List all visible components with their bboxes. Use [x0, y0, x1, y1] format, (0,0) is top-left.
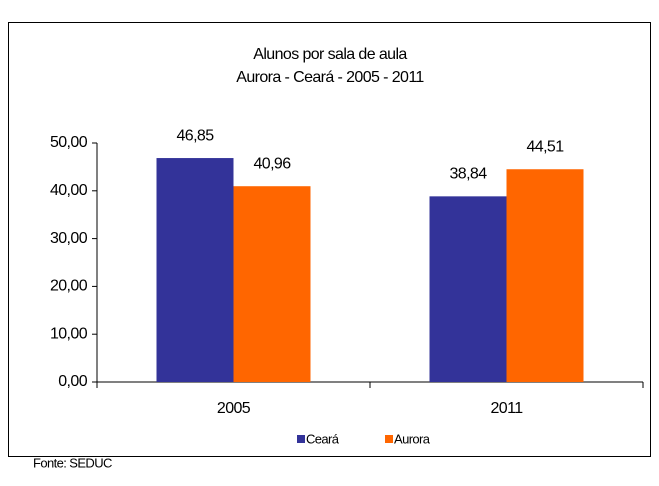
source-note: Fonte: SEDUC [33, 455, 112, 470]
value-label: 38,84 [449, 166, 487, 183]
value-label: 46,85 [176, 127, 214, 144]
chart-title: Alunos por sala de aula [253, 46, 407, 63]
legend-label: Ceará [306, 431, 340, 446]
legend-swatch [385, 435, 393, 443]
y-tick-label: 20,00 [50, 278, 88, 295]
y-tick-label: 50,00 [50, 134, 88, 151]
chart-subtitle: Aurora - Ceará - 2005 - 2011 [236, 69, 424, 86]
legend-label: Aurora [394, 431, 431, 446]
y-tick-label: 40,00 [50, 182, 88, 199]
y-tick-label: 0,00 [58, 373, 87, 390]
value-label: 40,96 [253, 155, 291, 172]
bar [506, 169, 584, 382]
y-tick-label: 30,00 [50, 230, 88, 247]
value-label: 44,51 [526, 138, 564, 155]
x-tick-label: 2005 [217, 400, 251, 417]
bar [429, 196, 507, 382]
legend-swatch [297, 435, 305, 443]
bar [156, 158, 234, 382]
x-tick-label: 2011 [490, 400, 523, 417]
y-tick-label: 10,00 [50, 325, 88, 342]
bar [233, 186, 311, 382]
